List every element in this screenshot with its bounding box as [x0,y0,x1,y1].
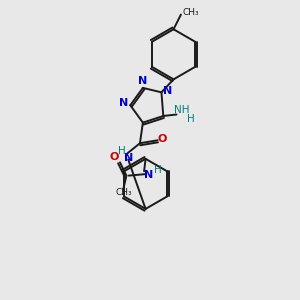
Text: N: N [124,153,134,163]
Text: N: N [119,98,128,108]
Text: CH₃: CH₃ [115,188,132,197]
Text: O: O [158,134,167,144]
Text: CH₃: CH₃ [183,8,200,17]
Text: N: N [144,170,153,180]
Text: H: H [154,165,162,175]
Text: H: H [187,114,195,124]
Text: N: N [163,86,172,96]
Text: H: H [118,146,126,157]
Text: O: O [110,152,119,162]
Text: N: N [138,76,147,86]
Text: NH: NH [174,105,190,116]
